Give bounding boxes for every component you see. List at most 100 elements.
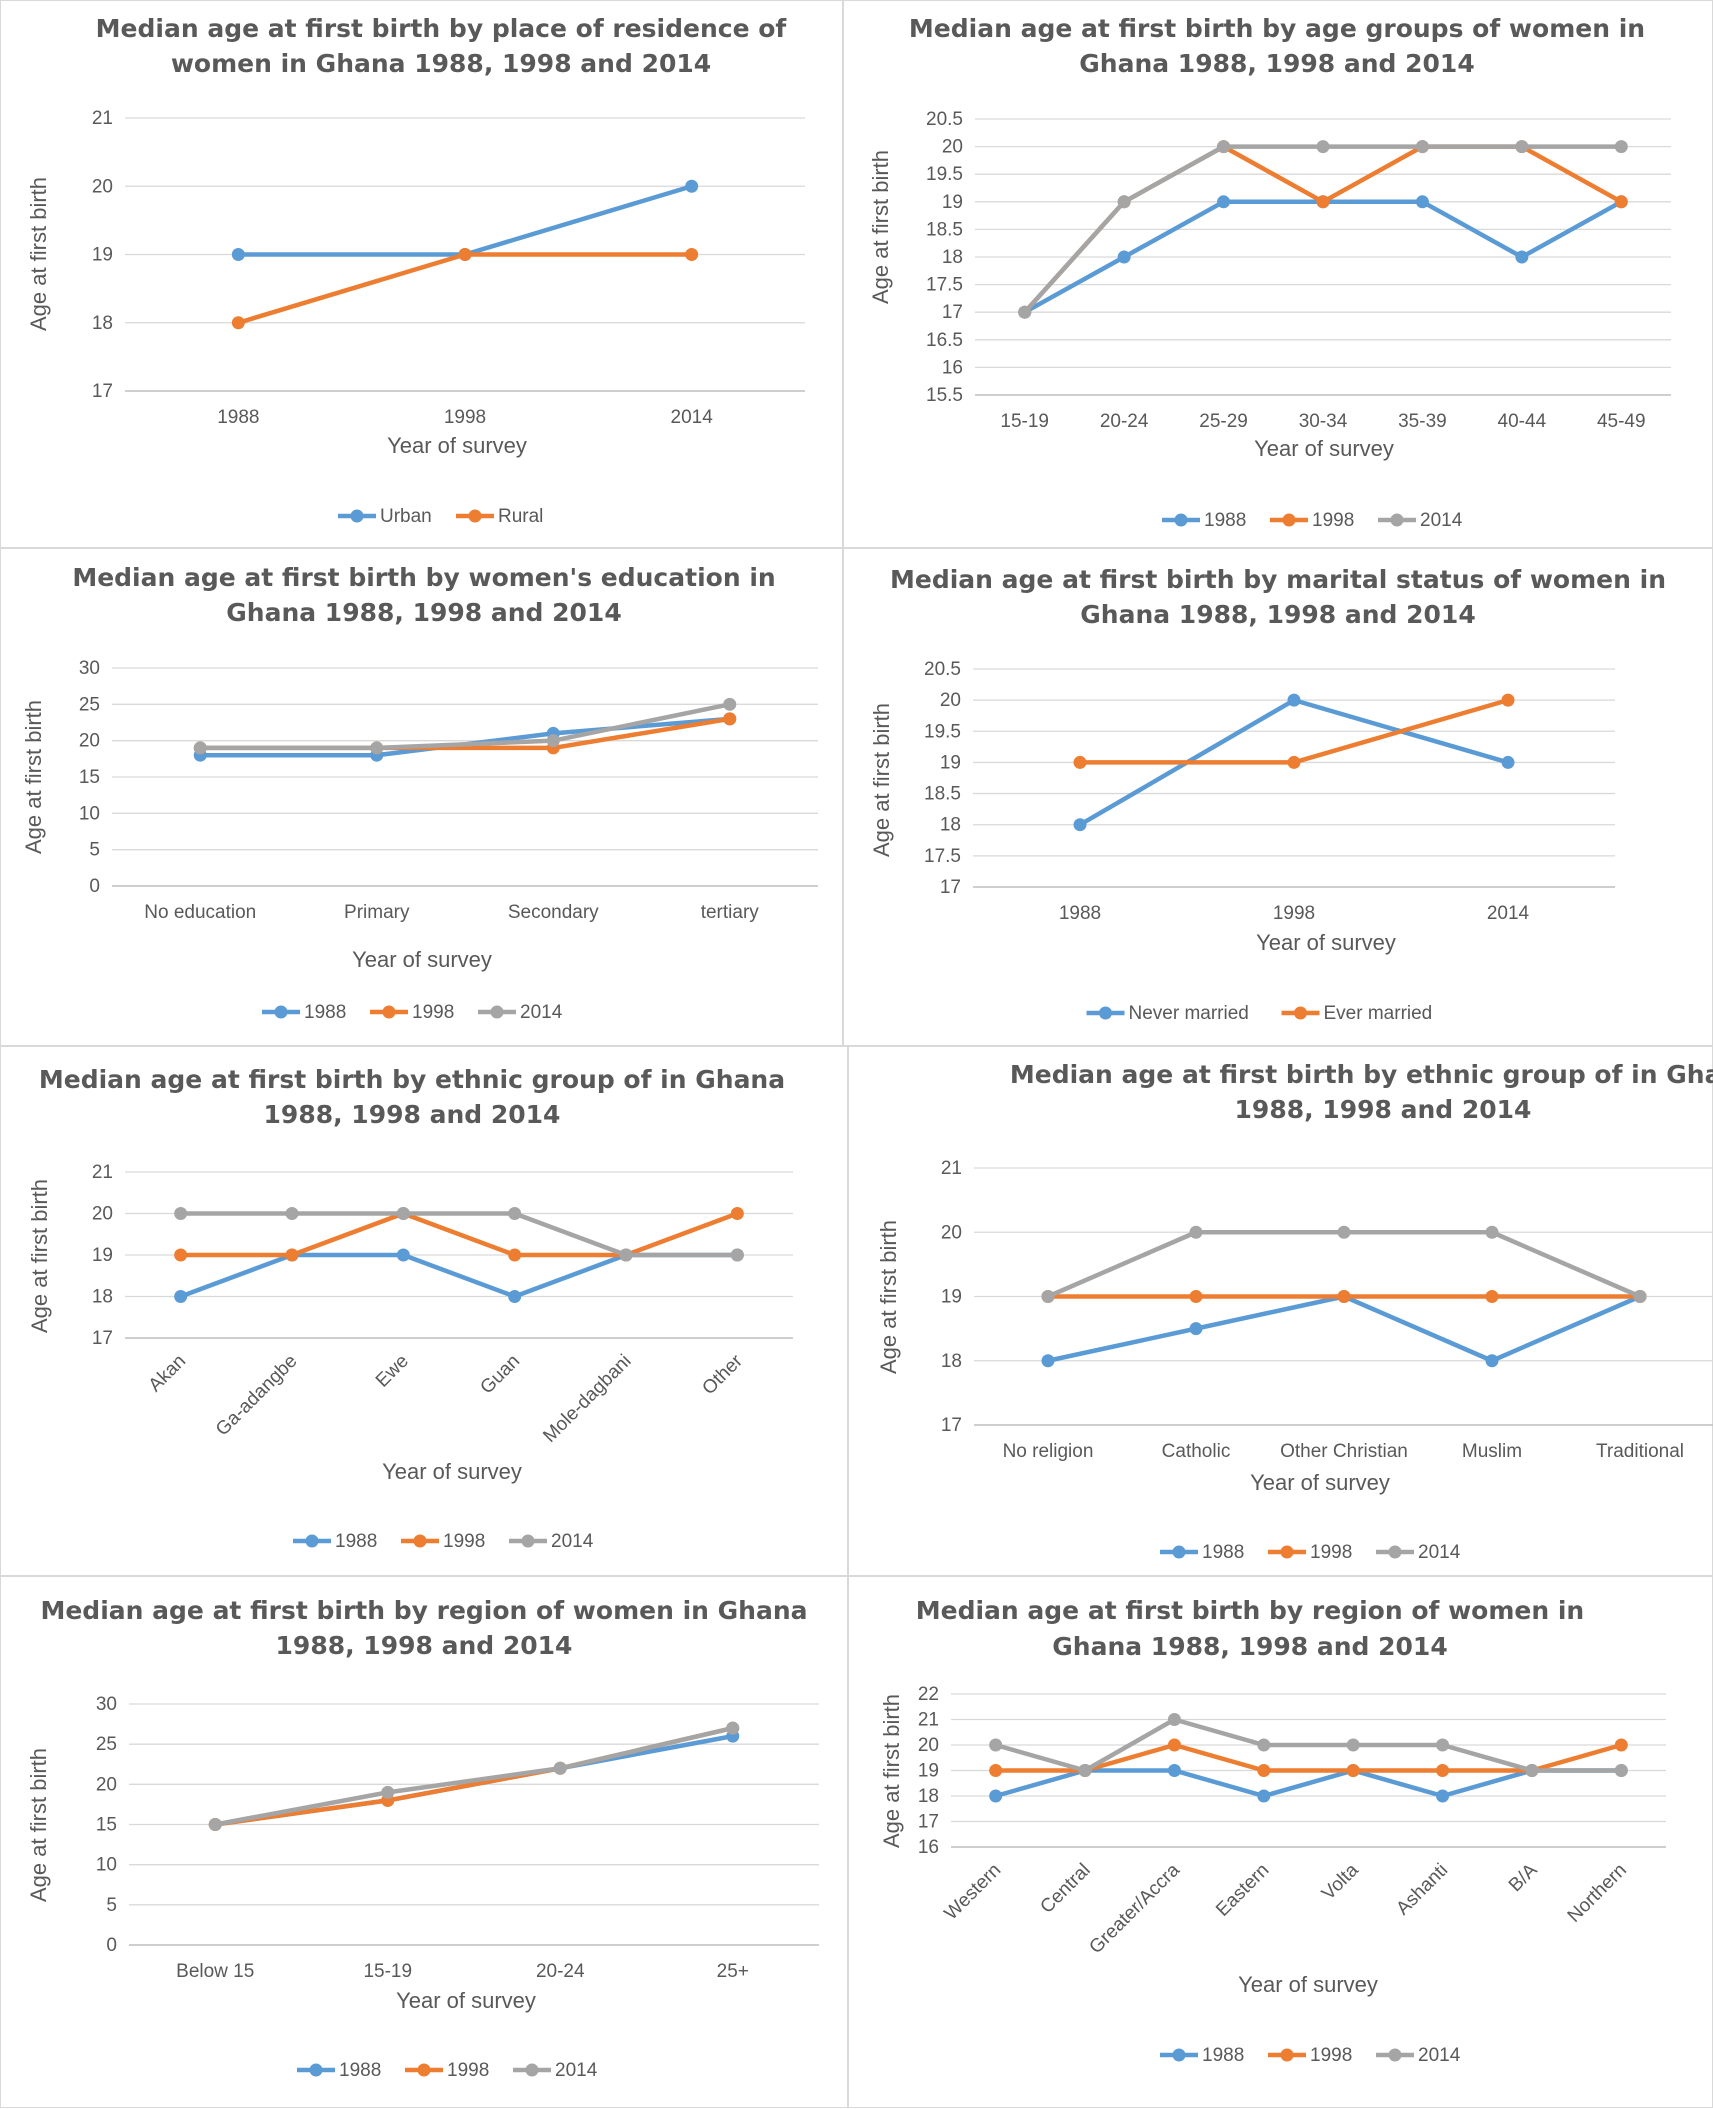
x-tick-label: 1988 (217, 407, 259, 428)
legend-label: Never married (1129, 1003, 1249, 1024)
data-point (730, 1207, 744, 1220)
legend-marker (1174, 513, 1188, 527)
legend-item: 1988 (293, 1531, 377, 1552)
data-point (1515, 250, 1529, 264)
y-tick-label: 21 (941, 1158, 962, 1179)
data-point (1041, 1290, 1055, 1303)
y-tick-label: 19 (92, 245, 113, 266)
legend-marker (1172, 1545, 1186, 1559)
legend-item: 1988 (1160, 2045, 1244, 2066)
y-tick-label: 20 (942, 137, 963, 158)
legend-marker (1172, 2048, 1186, 2062)
y-tick-label: 0 (106, 1935, 117, 1956)
series-line (995, 1717, 1622, 1773)
data-point (1257, 1789, 1271, 1803)
x-tick-label: Guan (476, 1351, 524, 1399)
data-point (1346, 1738, 1360, 1752)
y-axis-label: Age at first birth (26, 177, 51, 331)
legend-item: 1988 (1160, 1542, 1244, 1563)
legend-label: 2014 (555, 2060, 598, 2081)
data-point (553, 1761, 567, 1775)
x-tick-label: Eastern (1212, 1860, 1273, 1921)
legend-label: 1998 (1310, 1542, 1352, 1563)
legend-item: 1998 (370, 1002, 454, 1023)
series-line (180, 1211, 738, 1258)
series-line (214, 1725, 734, 1827)
data-point (1073, 818, 1087, 832)
legend-label: 1988 (1202, 1542, 1244, 1563)
y-tick-label: 19.5 (926, 164, 963, 185)
y-tick-label: 30 (96, 1694, 117, 1715)
legend-item: 1998 (1268, 2045, 1352, 2066)
x-tick-label: Below 15 (176, 1961, 254, 1982)
line-chart-3: Median age at first birth by women's edu… (21, 563, 818, 1023)
y-tick-label: 15 (79, 767, 100, 788)
x-tick-label: 25+ (717, 1961, 749, 1982)
legend-item: Urban (338, 506, 432, 527)
y-tick-label: 17.5 (926, 275, 963, 296)
data-point (396, 1248, 410, 1262)
data-point (1436, 1789, 1450, 1803)
data-point (1337, 1225, 1351, 1239)
data-point (381, 1785, 395, 1799)
line-chart-5: Median age at first birth by ethnic grou… (27, 1065, 793, 1552)
chart-panel-6: Median age at first birth by ethnic grou… (848, 1046, 1713, 1576)
y-tick-label: 15 (96, 1815, 117, 1836)
x-tick-label: Mole-dagbani (539, 1351, 635, 1447)
chart-panel-1: Median age at first birth by place of re… (0, 0, 843, 548)
legend-label: 1998 (1310, 2045, 1352, 2066)
chart-title-line: Median age at first birth by place of re… (96, 14, 788, 43)
data-point (989, 1789, 1003, 1803)
data-point (1614, 1738, 1628, 1752)
legend-marker (305, 1534, 319, 1548)
y-tick-label: 10 (96, 1855, 117, 1876)
y-tick-label: 16 (942, 357, 963, 378)
legend-label: 1988 (304, 1002, 346, 1023)
legend-marker (417, 2063, 431, 2077)
y-tick-label: 5 (106, 1895, 117, 1916)
x-tick-label: 1998 (1273, 903, 1315, 924)
x-tick-label: Ewe (372, 1351, 413, 1392)
y-axis-label: Age at first birth (21, 700, 46, 854)
series-line (1047, 1294, 1641, 1363)
legend-label: 1988 (339, 2060, 381, 2081)
legend-label: 1988 (335, 1531, 377, 1552)
x-tick-label: 2014 (1487, 903, 1530, 924)
legend-item: 2014 (513, 2060, 598, 2081)
data-point (285, 1207, 299, 1220)
data-point (726, 1721, 740, 1735)
legend-item: 1998 (1268, 1542, 1352, 1563)
y-tick-label: 17 (918, 1812, 939, 1833)
y-tick-label: 18.5 (924, 784, 961, 805)
legend-label: 2014 (1418, 1542, 1461, 1563)
data-point (1018, 305, 1032, 319)
data-point (1167, 1713, 1181, 1726)
x-tick-label: 25-29 (1199, 411, 1248, 432)
x-tick-label: 35-39 (1398, 411, 1447, 432)
y-tick-label: 19 (942, 192, 963, 213)
chart-title-line: Ghana 1988, 1998 and 2014 (226, 598, 621, 627)
data-point (723, 712, 737, 726)
data-point (1189, 1290, 1203, 1303)
y-tick-label: 17 (940, 877, 961, 898)
legend-marker (1388, 1545, 1402, 1559)
data-point (989, 1738, 1003, 1752)
x-tick-label: Central (1036, 1860, 1094, 1918)
data-point (1515, 140, 1529, 154)
x-axis-label: Year of survey (1238, 1972, 1378, 1997)
x-tick-label: Greater/Accra (1085, 1859, 1184, 1958)
legend-marker (1390, 513, 1404, 527)
chart-panel-7: Median age at first birth by region of w… (0, 1576, 848, 2108)
data-point (1436, 1764, 1450, 1777)
y-tick-label: 21 (92, 108, 113, 129)
x-tick-label: No education (144, 902, 256, 923)
chart-title-line: Median age at first birth by region of w… (916, 1596, 1584, 1625)
legend-marker (1282, 513, 1296, 527)
data-point (208, 1818, 222, 1831)
data-point (1073, 755, 1087, 769)
data-point (1287, 693, 1301, 707)
data-point (1316, 140, 1330, 154)
legend-marker (1280, 1545, 1294, 1559)
data-point (730, 1248, 744, 1262)
data-point (508, 1290, 522, 1303)
